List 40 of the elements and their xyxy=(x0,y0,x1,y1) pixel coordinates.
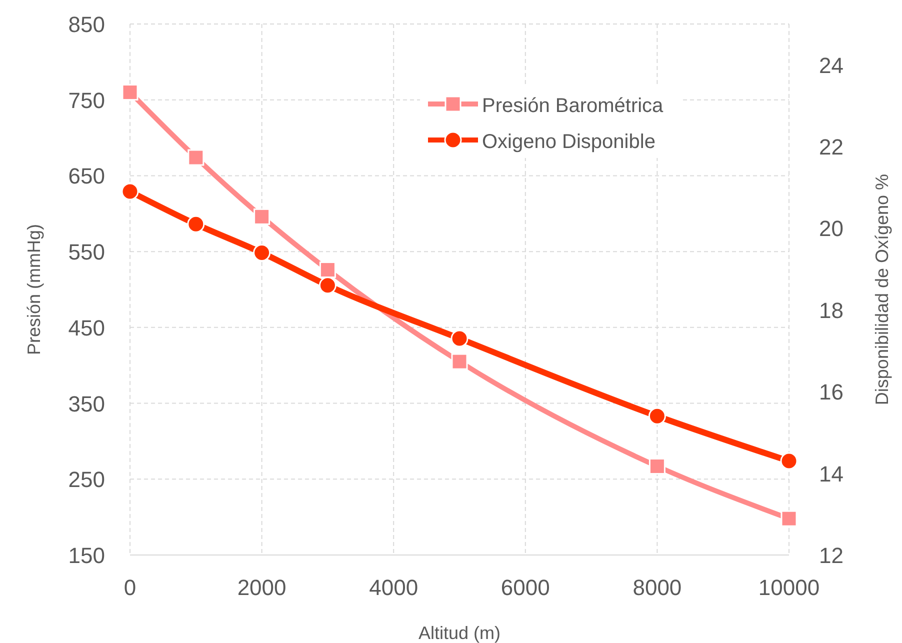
x-tick-label: 2000 xyxy=(237,575,286,600)
x-axis-title: Altitud (m) xyxy=(418,623,501,643)
point xyxy=(122,84,138,101)
point xyxy=(187,215,205,233)
x-tick-label: 4000 xyxy=(369,575,418,600)
y-tick-label: 150 xyxy=(68,543,105,568)
point xyxy=(780,452,798,470)
point xyxy=(450,330,468,348)
point xyxy=(121,182,139,200)
y2-tick-label: 22 xyxy=(819,134,844,160)
y2-axis-title: Disponibilidad de Oxígeno % xyxy=(872,174,892,406)
point xyxy=(648,458,666,474)
point xyxy=(319,262,336,278)
point xyxy=(451,353,468,370)
y-tick-label: 750 xyxy=(68,88,105,113)
point xyxy=(648,407,666,425)
y-tick-label: 450 xyxy=(68,315,105,340)
y2-tick-label: 14 xyxy=(819,461,844,486)
point xyxy=(254,208,270,225)
x-tick-label: 0 xyxy=(124,575,136,600)
point xyxy=(188,149,204,166)
y-tick-label: 350 xyxy=(68,391,105,416)
y-tick-label: 550 xyxy=(68,240,105,265)
y2-tick-label: 20 xyxy=(819,216,844,242)
legend-label: Presión Barométrica xyxy=(482,95,664,117)
y-tick-label: 850 xyxy=(68,12,105,37)
y-axis-title: Presión (mmHg) xyxy=(24,224,44,356)
y-tick-label: 650 xyxy=(68,164,105,189)
x-tick-label: 10000 xyxy=(758,575,820,600)
point xyxy=(253,244,271,262)
x-tick-label: 8000 xyxy=(632,575,682,600)
y2-tick-label: 16 xyxy=(819,380,844,405)
legend-label: Oxigeno Disponible xyxy=(482,131,656,153)
y-tick-label: 250 xyxy=(68,467,105,492)
y2-tick-label: 12 xyxy=(819,543,844,568)
point xyxy=(318,276,336,294)
y2-tick-label: 18 xyxy=(819,298,844,323)
y2-tick-label: 24 xyxy=(819,52,844,78)
x-tick-label: 6000 xyxy=(500,575,550,600)
point xyxy=(780,510,798,527)
